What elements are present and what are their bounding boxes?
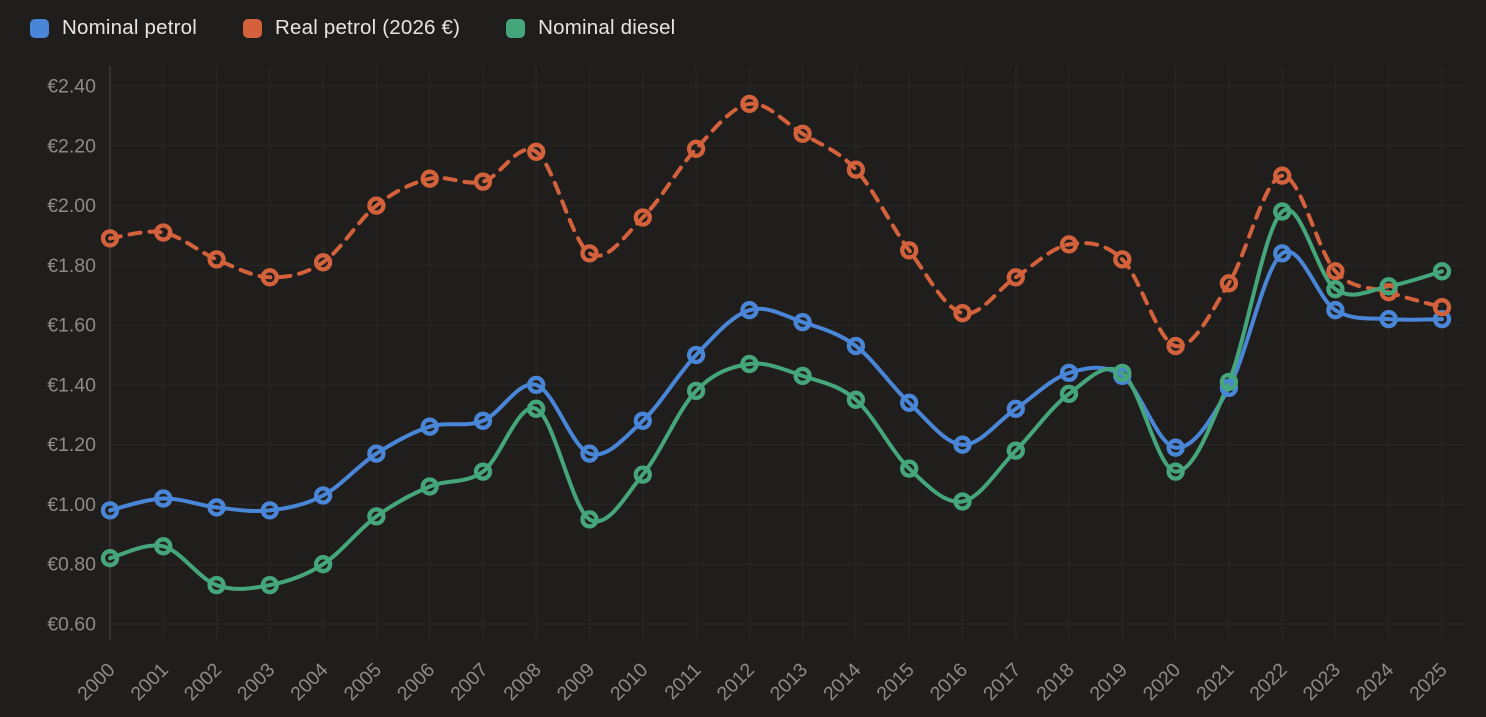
svg-text:2018: 2018 bbox=[1032, 659, 1078, 705]
svg-text:2019: 2019 bbox=[1086, 659, 1132, 705]
horizontal-gridlines bbox=[110, 85, 1464, 625]
svg-text:€1.60: €1.60 bbox=[47, 315, 96, 337]
series-points-nominal-diesel bbox=[100, 202, 1452, 595]
legend-label-nominal-diesel: Nominal diesel bbox=[538, 16, 676, 39]
svg-text:2012: 2012 bbox=[713, 659, 759, 705]
x-axis-labels: 2000 2001 2002 2003 2004 2005 2006 2007 2008 2009… bbox=[73, 659, 1451, 705]
svg-text:2022: 2022 bbox=[1245, 659, 1291, 705]
svg-text:2000: 2000 bbox=[73, 659, 119, 705]
svg-text:2020: 2020 bbox=[1139, 659, 1185, 705]
svg-text:2010: 2010 bbox=[606, 659, 652, 705]
svg-text:€1.00: €1.00 bbox=[47, 494, 96, 516]
svg-text:2008: 2008 bbox=[499, 659, 545, 705]
series-line-real-petrol bbox=[108, 101, 1444, 349]
svg-text:2009: 2009 bbox=[553, 659, 599, 705]
svg-text:2001: 2001 bbox=[127, 659, 173, 705]
chart-legend: Nominal petrol Real petrol (2026 €) Nomi… bbox=[30, 11, 675, 45]
svg-text:2011: 2011 bbox=[660, 659, 705, 704]
svg-text:2002: 2002 bbox=[180, 659, 226, 705]
legend-label-nominal-petrol: Nominal petrol bbox=[62, 16, 197, 39]
svg-text:2021: 2021 bbox=[1192, 659, 1238, 705]
svg-text:€2.40: €2.40 bbox=[47, 76, 96, 98]
svg-text:€2.00: €2.00 bbox=[47, 195, 96, 217]
series-line-nominal-petrol bbox=[108, 249, 1444, 514]
series-line-nominal-diesel bbox=[108, 207, 1444, 591]
svg-text:€0.80: €0.80 bbox=[47, 554, 96, 576]
svg-text:2004: 2004 bbox=[286, 659, 332, 705]
svg-text:2006: 2006 bbox=[393, 659, 439, 705]
legend-swatch-nominal-diesel-icon bbox=[506, 18, 526, 38]
legend-item-real-petrol[interactable]: Real petrol (2026 €) bbox=[242, 16, 461, 40]
y-axis-labels: €0.60 €0.80 €1.00 €1.20 €1.40 €1.60 €1.80 €2.00… bbox=[47, 76, 96, 636]
svg-text:2016: 2016 bbox=[926, 659, 972, 705]
svg-text:€0.60: €0.60 bbox=[47, 614, 96, 636]
svg-text:2017: 2017 bbox=[979, 659, 1025, 705]
svg-text:2007: 2007 bbox=[446, 659, 492, 705]
svg-text:2015: 2015 bbox=[872, 659, 918, 705]
svg-text:2025: 2025 bbox=[1405, 659, 1451, 705]
series-points-real-petrol bbox=[100, 94, 1452, 356]
svg-text:€1.80: €1.80 bbox=[47, 255, 96, 277]
series-points-nominal-petrol bbox=[100, 244, 1452, 520]
svg-text:2003: 2003 bbox=[233, 659, 279, 705]
svg-text:€2.20: €2.20 bbox=[47, 135, 96, 157]
legend-swatch-real-petrol-icon bbox=[242, 18, 262, 38]
svg-text:2014: 2014 bbox=[819, 659, 865, 705]
svg-text:2013: 2013 bbox=[766, 659, 812, 705]
svg-text:€1.40: €1.40 bbox=[47, 374, 96, 396]
legend-item-nominal-diesel[interactable]: Nominal diesel bbox=[506, 16, 675, 40]
legend-label-real-petrol: Real petrol (2026 €) bbox=[274, 16, 461, 39]
svg-text:€1.20: €1.20 bbox=[47, 434, 96, 456]
legend-swatch-nominal-petrol-icon bbox=[30, 18, 49, 38]
svg-text:2024: 2024 bbox=[1352, 659, 1398, 705]
legend-item-nominal-petrol[interactable]: Nominal petrol bbox=[30, 16, 197, 40]
svg-text:2023: 2023 bbox=[1299, 659, 1345, 705]
svg-text:2005: 2005 bbox=[340, 659, 386, 705]
